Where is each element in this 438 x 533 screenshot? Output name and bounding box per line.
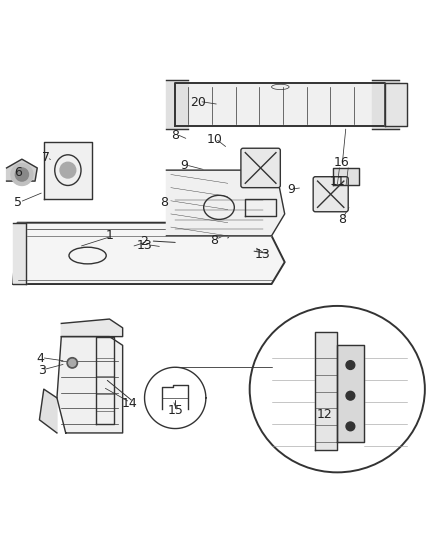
Polygon shape — [333, 168, 359, 185]
Circle shape — [346, 391, 355, 400]
Polygon shape — [166, 170, 285, 236]
Text: 8: 8 — [338, 213, 346, 225]
Polygon shape — [13, 223, 285, 284]
Text: 1: 1 — [106, 229, 113, 243]
Text: 12: 12 — [316, 408, 332, 421]
Text: 7: 7 — [42, 151, 50, 164]
Circle shape — [346, 422, 355, 431]
Polygon shape — [315, 332, 337, 450]
Polygon shape — [166, 80, 188, 128]
Text: 13: 13 — [255, 248, 271, 261]
Polygon shape — [372, 80, 399, 128]
Circle shape — [69, 359, 76, 366]
Text: 20: 20 — [190, 96, 206, 109]
Polygon shape — [13, 223, 26, 284]
Text: 6: 6 — [14, 166, 22, 179]
Text: 8: 8 — [211, 233, 219, 247]
Text: 11: 11 — [329, 175, 345, 188]
Circle shape — [67, 358, 78, 368]
Polygon shape — [39, 389, 57, 433]
Polygon shape — [44, 142, 92, 199]
Text: 10: 10 — [207, 133, 223, 146]
Text: 9: 9 — [287, 183, 295, 196]
Polygon shape — [57, 336, 123, 433]
Polygon shape — [61, 319, 123, 336]
Circle shape — [60, 162, 76, 178]
Polygon shape — [7, 159, 37, 181]
Text: 2: 2 — [141, 235, 148, 248]
Circle shape — [15, 168, 28, 181]
Text: 15: 15 — [167, 403, 183, 417]
Polygon shape — [337, 345, 364, 442]
Polygon shape — [175, 83, 385, 126]
Text: 13: 13 — [137, 239, 152, 252]
FancyBboxPatch shape — [241, 148, 280, 188]
Text: 16: 16 — [334, 156, 350, 169]
Text: 3: 3 — [38, 364, 46, 377]
Polygon shape — [385, 83, 407, 126]
Circle shape — [11, 164, 33, 185]
Text: 8: 8 — [160, 197, 168, 209]
Circle shape — [346, 361, 355, 369]
Text: 8: 8 — [171, 128, 179, 142]
Text: 14: 14 — [121, 397, 137, 410]
Text: 9: 9 — [180, 159, 188, 172]
Text: 5: 5 — [14, 197, 22, 209]
Text: 4: 4 — [36, 352, 44, 365]
FancyBboxPatch shape — [313, 177, 348, 212]
